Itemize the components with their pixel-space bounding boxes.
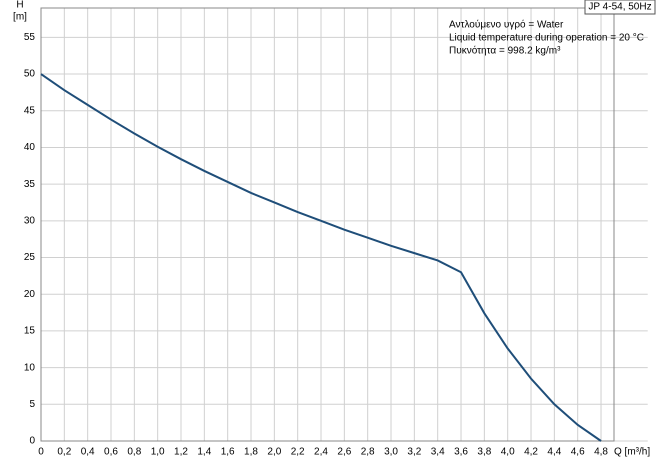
title-box: [584, 0, 656, 15]
x-tick-label: 1,2: [174, 447, 188, 458]
x-tick-label: 2,8: [361, 447, 375, 458]
x-tick-label: 3,2: [407, 447, 421, 458]
y-tick-label: 15: [24, 326, 36, 337]
x-tick-label: 4,4: [547, 447, 561, 458]
y-tick-label: 40: [24, 142, 36, 153]
y-tick-label: 55: [24, 32, 36, 43]
annotation: Πυκνότητα = 998.2 kg/m³: [449, 45, 561, 57]
y-tick-label: 20: [24, 289, 36, 300]
annotation: Αντλούμενο υγρό = Water: [449, 19, 564, 31]
x-tick-label: 0,2: [57, 447, 71, 458]
x-tick-label: 2,4: [314, 447, 328, 458]
x-tick-label: 2,0: [267, 447, 281, 458]
x-tick-label: 4,2: [524, 447, 538, 458]
chart-title: JP 4-54, 50Hz: [588, 2, 651, 13]
x-tick-label: 3,0: [384, 447, 398, 458]
x-tick-label: 3,8: [477, 447, 491, 458]
y-tick-label: 10: [24, 362, 36, 373]
x-tick-label: 3,4: [431, 447, 445, 458]
y-tick-label: 25: [24, 252, 36, 263]
y-tick-label: 45: [24, 105, 36, 116]
x-tick-label: 0,8: [127, 447, 141, 458]
x-tick-label: 1,6: [221, 447, 235, 458]
x-tick-label: 4,6: [571, 447, 585, 458]
y-axis-unit: [m]: [13, 12, 27, 23]
plot-frame: [40, 7, 615, 442]
x-axis-label: Q [m³/h]: [614, 447, 650, 458]
y-tick-label: 30: [24, 215, 36, 226]
x-tick-label: 0,4: [81, 447, 95, 458]
x-tick-label: 1,0: [151, 447, 165, 458]
x-tick-label: 4,0: [501, 447, 515, 458]
plot: 0 0,2 0,4 0,6 0,8 1,0 1,2 1,4 1,6 1,8 2,0 2,2 2,4 2,6…: [24, 7, 648, 458]
y-axis-name: H: [16, 0, 23, 11]
x-tick-label: 0,6: [104, 447, 118, 458]
x-tick-label: 4,8: [594, 447, 608, 458]
x-tick-label: 0: [38, 447, 44, 458]
x-tick-label: 2,6: [337, 447, 351, 458]
annotation: Liquid temperature during operation = 20…: [449, 33, 644, 44]
y-tick-label: 5: [29, 399, 35, 410]
curve: [40, 73, 602, 442]
x-tick-label: 2,2: [291, 447, 305, 458]
x-tick-label: 3,6: [454, 447, 468, 458]
y-tick-label: 35: [24, 179, 36, 190]
x-tick-label: 1,8: [244, 447, 258, 458]
y-tick-label: 50: [24, 69, 36, 80]
y-tick-label: 0: [29, 436, 35, 447]
x-tick-label: 1,4: [197, 447, 211, 458]
